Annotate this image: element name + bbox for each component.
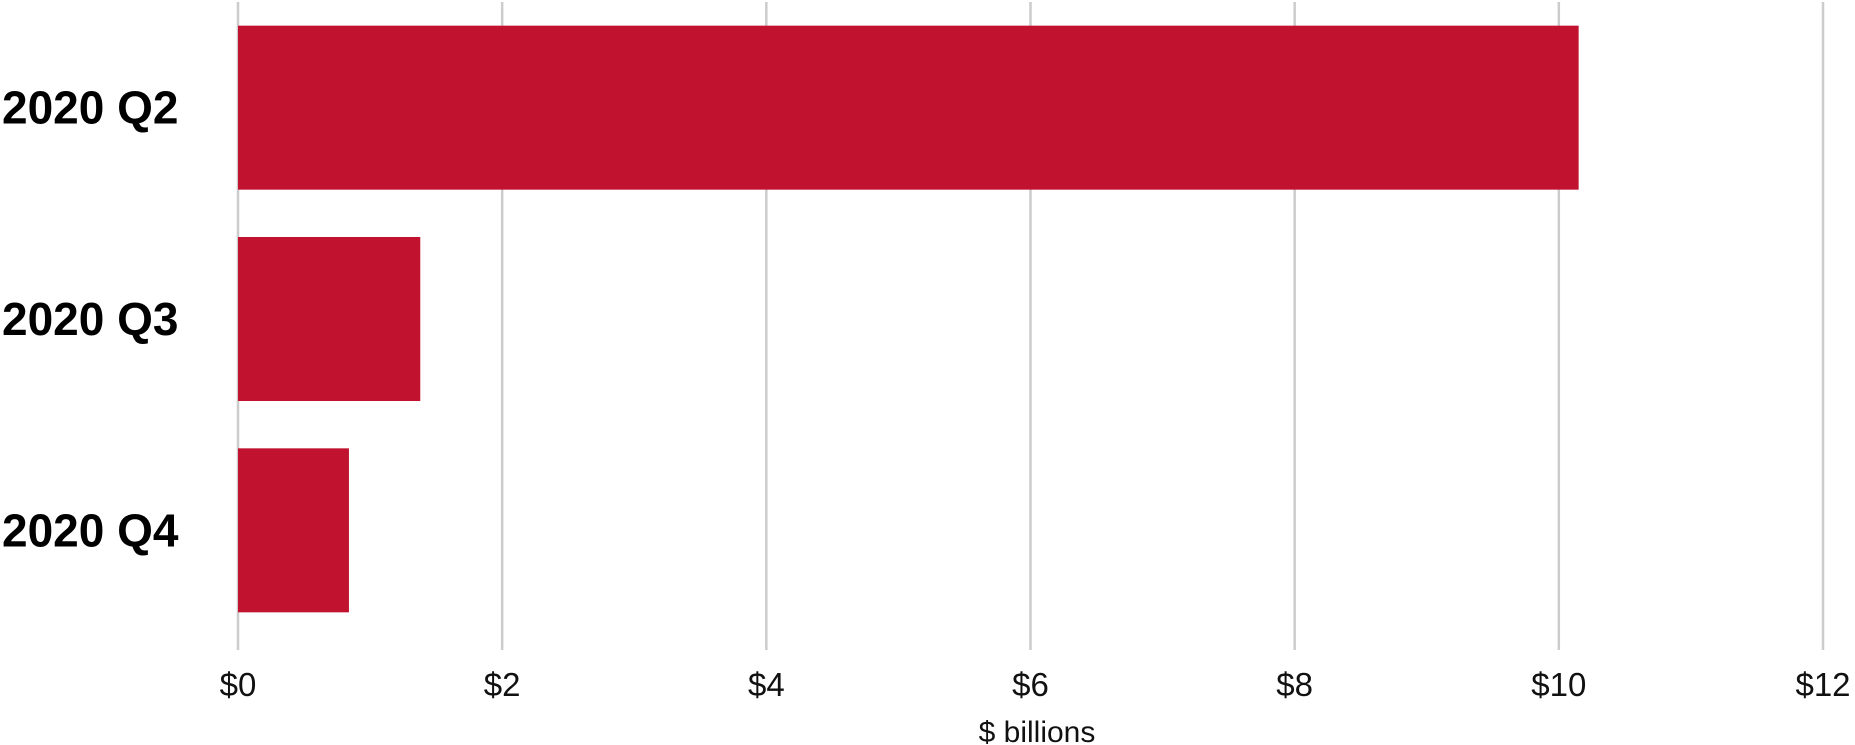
x-tick-label: $12 bbox=[1795, 666, 1850, 703]
bar bbox=[238, 25, 1579, 190]
x-tick-label: $6 bbox=[1012, 666, 1049, 703]
x-tick-label: $10 bbox=[1531, 666, 1586, 703]
x-tick-label: $0 bbox=[220, 666, 257, 703]
category-labels: 2020 Q2 2020 Q3 2020 Q4 bbox=[2, 82, 179, 557]
x-tick-label: $2 bbox=[484, 666, 521, 703]
category-label: 2020 Q2 bbox=[2, 82, 178, 134]
bar bbox=[238, 448, 349, 613]
bars bbox=[238, 25, 1579, 613]
category-label: 2020 Q3 bbox=[2, 293, 178, 345]
x-axis-title: $ billions bbox=[979, 716, 1096, 745]
x-tick-label: $4 bbox=[748, 666, 785, 703]
category-label: 2020 Q4 bbox=[2, 504, 179, 556]
x-tick-label: $8 bbox=[1276, 666, 1313, 703]
bar bbox=[238, 237, 421, 401]
x-tick-labels: $0 $2 $4 $6 $8 $10 $12 bbox=[220, 666, 1851, 703]
